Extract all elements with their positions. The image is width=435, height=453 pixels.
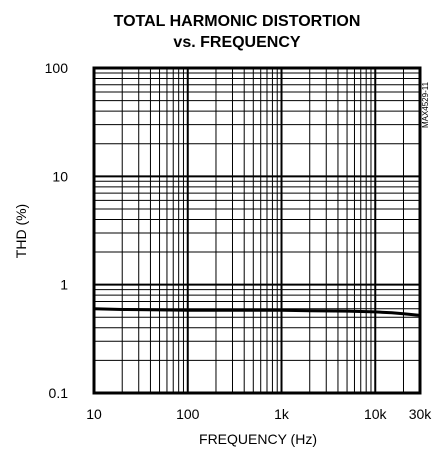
plot-frame: [92, 66, 422, 395]
x-tick-label: 10k: [364, 406, 388, 422]
x-tick-label: 100: [176, 406, 200, 422]
y-tick-label: 10: [52, 168, 68, 184]
part-number-annotation: MAX4529-11: [421, 81, 430, 128]
y-tick-label: 0.1: [49, 385, 69, 401]
x-tick-label: 30k: [409, 406, 433, 422]
chart-title: TOTAL HARMONIC DISTORTION: [114, 13, 361, 30]
grid: [94, 68, 420, 393]
x-tick-label: 1k: [274, 406, 290, 422]
chart-subtitle: vs. FREQUENCY: [173, 34, 300, 51]
y-axis-ticks: 0.1 1 10 100: [45, 60, 69, 401]
x-axis-label: FREQUENCY (Hz): [199, 431, 317, 447]
y-tick-label: 1: [60, 277, 68, 293]
x-tick-label: 10: [86, 406, 102, 422]
thd-series-line-0: [93, 307, 421, 317]
y-axis-label: THD (%): [13, 204, 29, 258]
series-layer: [93, 307, 421, 317]
y-tick-label: 100: [45, 60, 69, 76]
x-axis-ticks: 10 100 1k 10k 30k: [86, 406, 432, 422]
